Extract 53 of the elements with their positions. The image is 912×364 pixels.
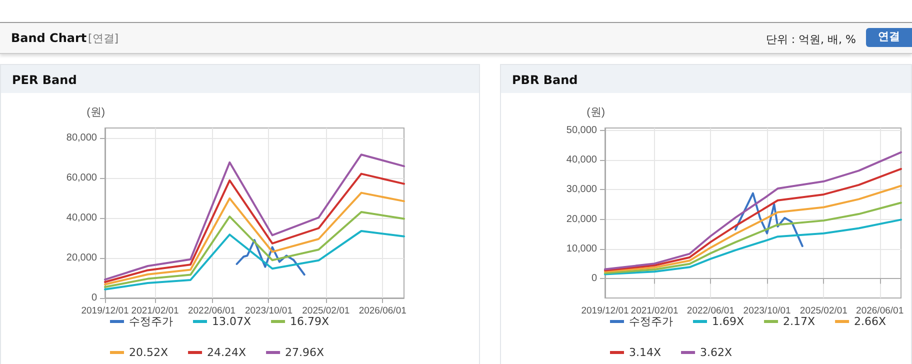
legend-label: 13.07X bbox=[212, 315, 252, 328]
legend-label: 2.66X bbox=[854, 315, 887, 328]
y-tick-label: 40,000 bbox=[66, 212, 98, 224]
line-series bbox=[604, 202, 902, 274]
x-tick-label: 2019/12/01 bbox=[81, 306, 129, 316]
line-series bbox=[104, 230, 405, 290]
x-tick-label: 2026/06/01 bbox=[358, 306, 406, 316]
legend-label: 수정주가 bbox=[629, 315, 673, 328]
legend-label: 3.14X bbox=[629, 346, 662, 359]
legend-label: 27.96X bbox=[285, 346, 325, 359]
line-series bbox=[104, 211, 405, 288]
line-series bbox=[104, 154, 405, 281]
legend-label: 수정주가 bbox=[129, 315, 173, 328]
y-tick-label: 0 bbox=[591, 273, 598, 284]
x-tick-label: 2026/06/01 bbox=[856, 306, 904, 316]
text: Band Chart bbox=[11, 31, 87, 45]
y-tick-label: 80,000 bbox=[66, 132, 98, 144]
y-tick-label: 40,000 bbox=[566, 154, 598, 166]
legend-label: 3.62X bbox=[700, 346, 733, 359]
x-tick-label: 2021/02/01 bbox=[630, 306, 678, 316]
legend-label: 20.52X bbox=[129, 346, 168, 359]
y-tick-label: 30,000 bbox=[566, 184, 598, 196]
x-tick-label: 2021/02/01 bbox=[131, 306, 179, 316]
legend-label: 24.24X bbox=[207, 346, 247, 359]
toggle-button: 연결 bbox=[866, 28, 912, 47]
line-series bbox=[236, 239, 306, 276]
y-tick-label: 50,000 bbox=[566, 124, 598, 136]
chart-title: PER Band bbox=[1, 65, 479, 93]
text: [연결] bbox=[88, 31, 119, 46]
y-axis-title: (원) bbox=[86, 106, 105, 118]
y-tick-label: 10,000 bbox=[566, 244, 598, 255]
legend-label: 2.17X bbox=[783, 315, 816, 328]
line-series bbox=[604, 184, 902, 273]
x-tick-label: 2023/10/01 bbox=[743, 306, 791, 316]
legend-label: 1.69X bbox=[712, 315, 744, 328]
chart-title: PBR Band bbox=[501, 65, 911, 93]
y-tick-label: 20,000 bbox=[66, 252, 98, 264]
x-tick-label: 2022/06/01 bbox=[686, 306, 734, 316]
x-tick-label: 2019/12/01 bbox=[581, 306, 629, 316]
x-tick-label: 2025/02/01 bbox=[302, 306, 350, 316]
x-tick-label: 2025/02/01 bbox=[800, 306, 848, 316]
x-tick-label: 2022/06/01 bbox=[188, 306, 236, 316]
y-tick-label: 60,000 bbox=[66, 172, 98, 184]
line-series bbox=[104, 172, 405, 283]
y-axis-title: (원) bbox=[586, 106, 605, 118]
line-series bbox=[734, 192, 804, 248]
y-tick-label: 20,000 bbox=[566, 214, 598, 225]
text: 단위 : 억원, 배, % bbox=[766, 32, 856, 47]
line-series bbox=[604, 218, 902, 276]
legend-label: 16.79X bbox=[290, 315, 330, 328]
line-series bbox=[104, 192, 405, 286]
x-tick-label: 2023/10/01 bbox=[244, 306, 292, 316]
y-tick-label: 0 bbox=[91, 292, 98, 304]
